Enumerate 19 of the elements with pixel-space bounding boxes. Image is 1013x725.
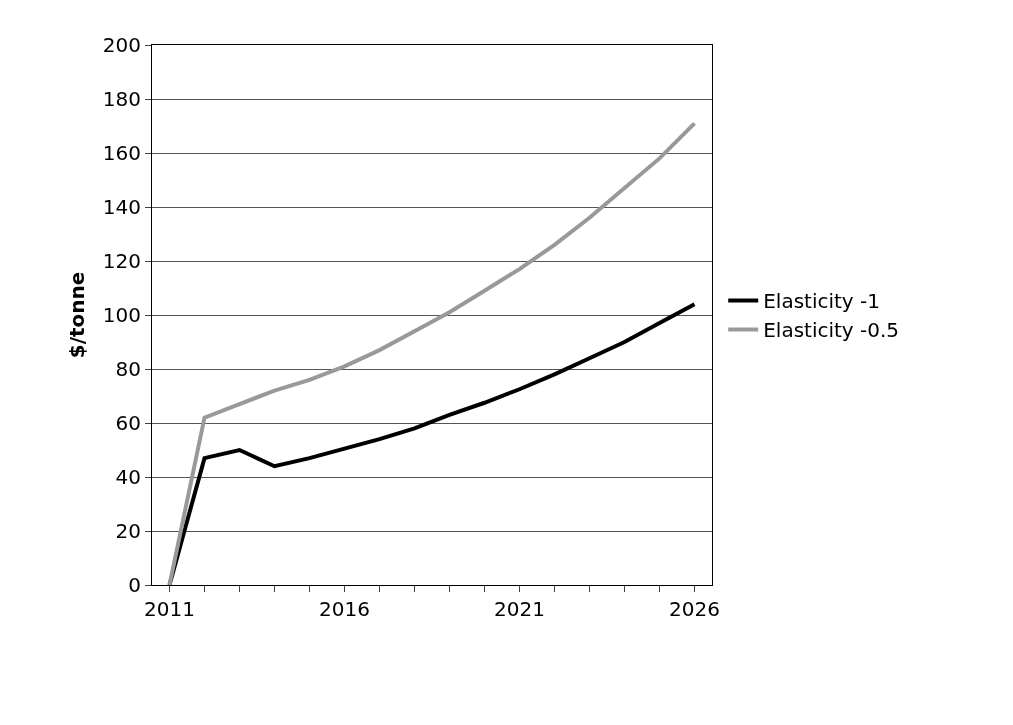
- y-tick-label: 120: [102, 249, 141, 273]
- legend-label: Elasticity -1: [763, 289, 880, 314]
- line-series: [167, 121, 697, 585]
- y-tick-label: 60: [115, 411, 141, 435]
- y-tick-label: 0: [128, 573, 141, 597]
- y-axis-title: $/tonne: [65, 271, 90, 359]
- x-tick-label: 2026: [669, 597, 720, 621]
- x-tick-label: 2021: [494, 597, 545, 621]
- x-tick-label: 2016: [319, 597, 370, 621]
- y-tick-label: 20: [115, 519, 141, 543]
- y-tick-label: 100: [102, 303, 141, 327]
- y-tick-label: 160: [102, 141, 141, 165]
- legend-label: Elasticity -0.5: [763, 318, 900, 343]
- y-tick-label: 40: [115, 465, 141, 489]
- y-tick-label: 140: [102, 195, 141, 219]
- y-tick-label: 80: [115, 357, 141, 381]
- x-tick-label: 2011: [144, 597, 195, 621]
- y-tick-label: 200: [102, 33, 141, 57]
- y-tick-label: 180: [102, 87, 141, 111]
